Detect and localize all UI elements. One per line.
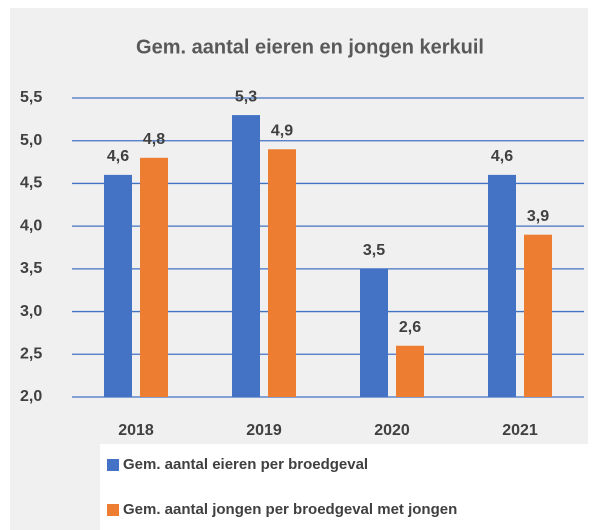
bar [232,115,260,397]
y-tick-label: 2,5 [20,346,42,363]
bar [104,174,132,397]
legend-swatch [107,504,119,516]
bar [396,345,424,397]
x-tick-label: 2021 [502,422,538,439]
bar [140,157,168,397]
value-label: 5,3 [235,88,257,105]
value-label: 2,6 [399,319,421,336]
y-tick-label: 5,5 [20,89,42,106]
x-tick-label: 2020 [374,422,410,439]
y-tick-label: 3,0 [20,303,42,320]
y-tick-label: 4,5 [20,175,42,192]
value-label: 4,6 [491,148,513,165]
bar [268,149,296,397]
x-tick-label: 2018 [118,422,154,439]
bar [488,174,516,397]
value-label: 3,9 [527,208,549,225]
legend-label: Gem. aantal jongen per broedgeval met jo… [123,501,457,518]
value-label: 4,6 [107,148,129,165]
chart-title: Gem. aantal eieren en jongen kerkuil [136,36,484,58]
bar [360,268,388,397]
bar [524,234,552,397]
y-tick-label: 3,5 [20,260,42,277]
x-tick-label: 2019 [246,422,282,439]
legend-box [100,444,588,530]
y-tick-label: 5,0 [20,132,42,149]
y-tick-label: 2,0 [20,388,42,405]
value-label: 4,8 [143,131,165,148]
value-label: 4,9 [271,122,293,139]
y-tick-label: 4,0 [20,217,42,234]
legend-label: Gem. aantal eieren per broedgeval [123,456,368,473]
value-label: 3,5 [363,242,385,259]
legend-swatch [107,459,119,471]
